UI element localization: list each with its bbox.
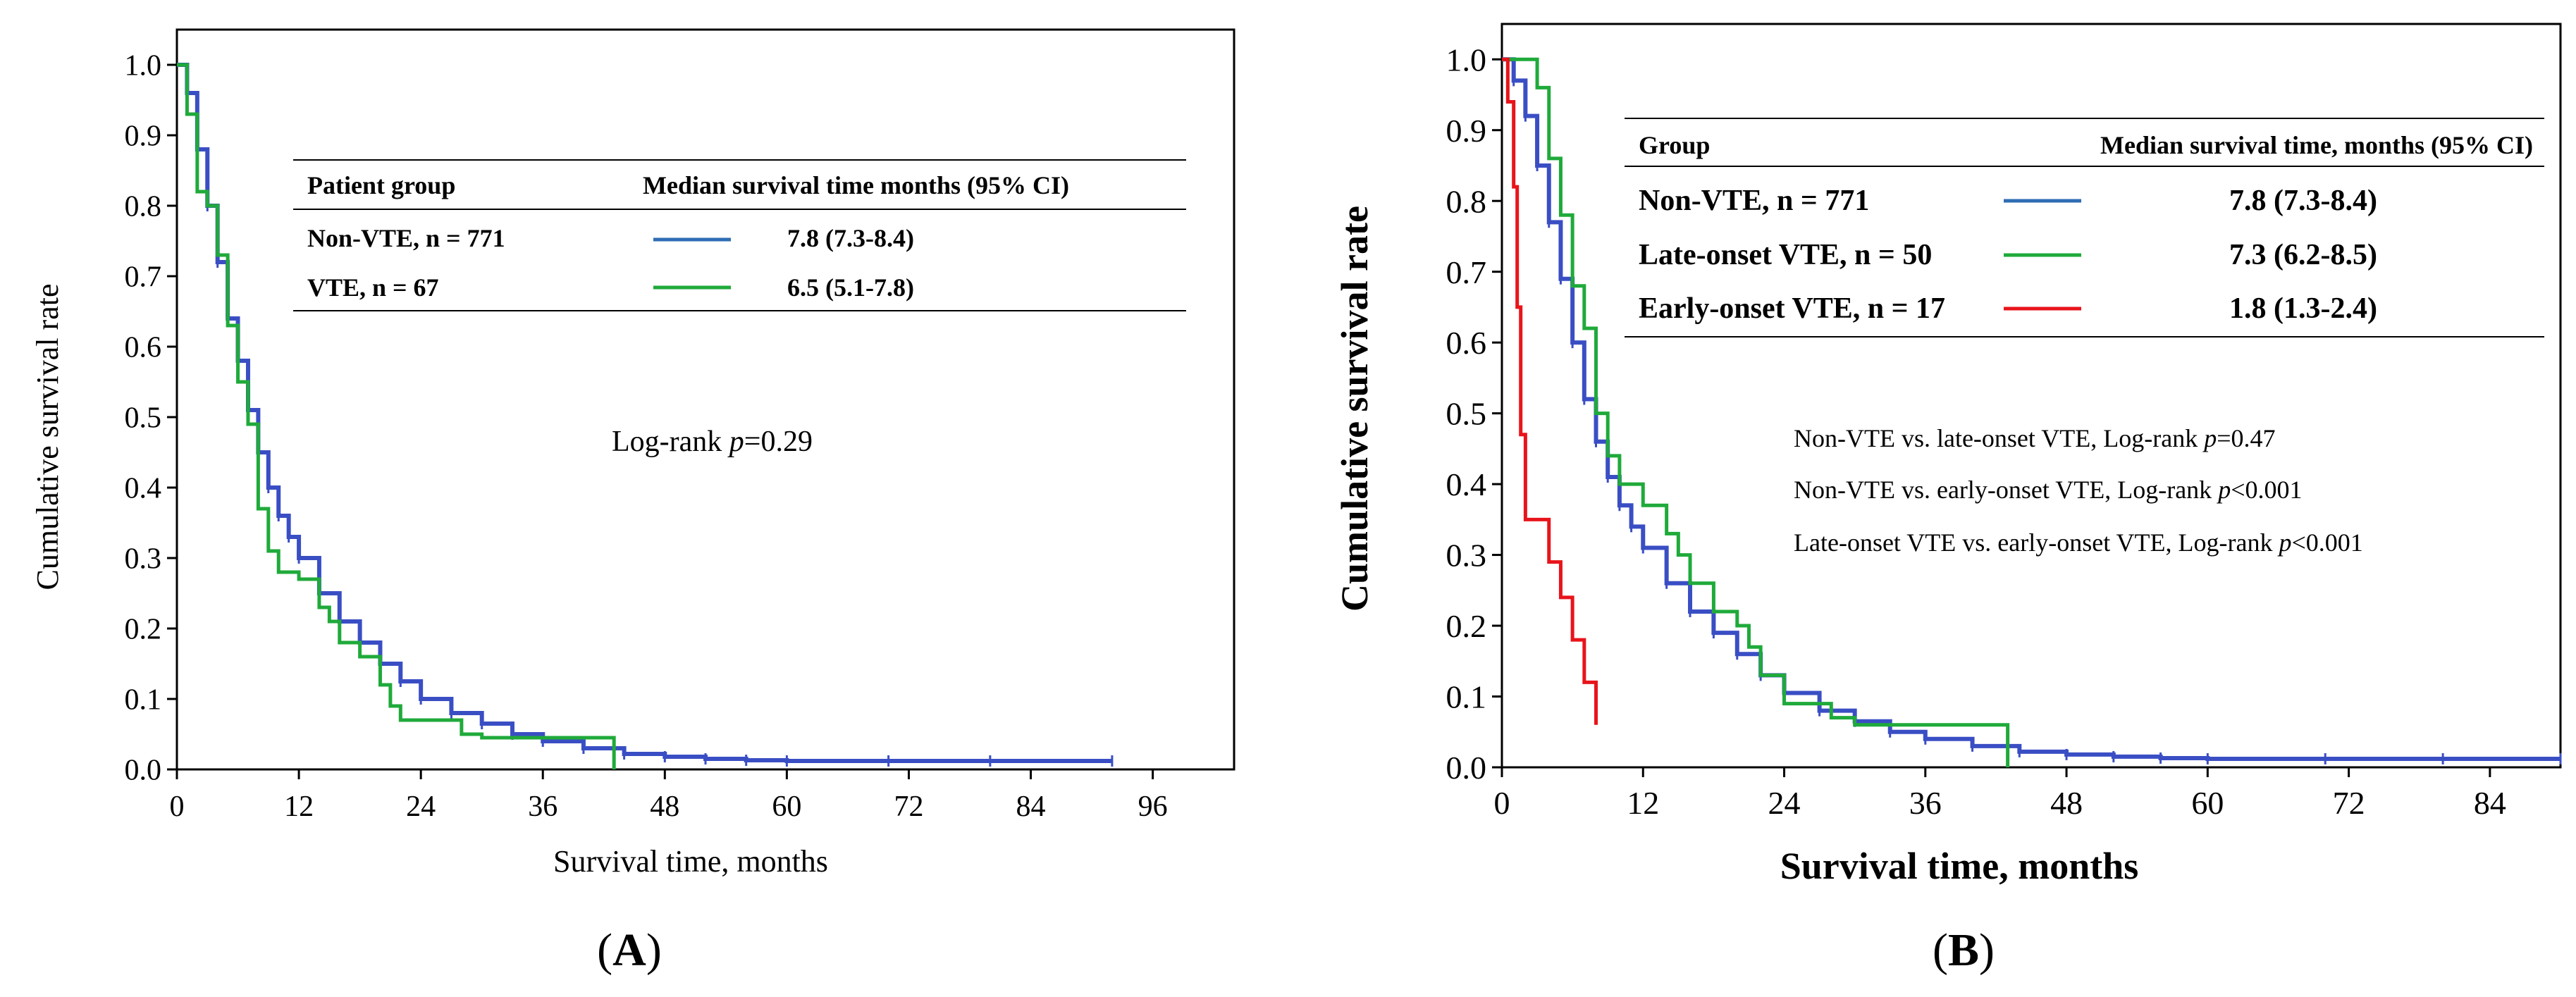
y-tick-label: 0.0 — [1446, 750, 1487, 786]
panel-label-b: (B) — [1933, 924, 1995, 976]
y-tick-label: 0.3 — [125, 543, 162, 576]
km-curve-vte — [177, 63, 616, 769]
chart-a-plot-area — [175, 28, 1235, 771]
x-tick-label: 0 — [1494, 785, 1510, 821]
chart-a-legend: Patient group Median survival time month… — [293, 159, 1186, 311]
y-tick-label: 0.4 — [125, 473, 162, 505]
legend-b-row-label: Late-onset VTE, n = 50 — [1639, 239, 1932, 271]
legend-b-row-median: 7.8 (7.3-8.4) — [2229, 185, 2377, 217]
y-tick-label: 0.9 — [1446, 113, 1487, 149]
x-tick-label: 24 — [1768, 785, 1801, 821]
legend-a-header-group: Patient group — [307, 171, 455, 199]
chart-b-series — [1502, 57, 2562, 767]
x-tick-label: 72 — [894, 791, 923, 823]
y-tick-label: 0.6 — [1446, 325, 1487, 361]
legend-b-row-median: 1.8 (1.3-2.4) — [2229, 292, 2377, 325]
chart-a-x-ticks: 0 12 24 36 48 60 72 84 96 — [170, 769, 1168, 823]
legend-a-row-label: Non-VTE, n = 771 — [307, 224, 505, 252]
legend-b-header-group: Group — [1639, 131, 1710, 159]
chart-a: 0.0 0.1 0.2 0.3 0.4 0.5 0.6 0.7 0.8 0.9 1.0 0 12 24 3… — [30, 28, 1235, 879]
y-tick-label: 0.8 — [1446, 183, 1487, 219]
chart-a-y-axis-label: Cumulative survival rate — [30, 284, 65, 590]
chart-b-y-ticks: 0.0 0.1 0.2 0.3 0.4 0.5 0.6 0.7 0.8 0.9 1.0 — [1446, 42, 1502, 786]
x-tick-label: 48 — [2050, 785, 2083, 821]
chart-a-x-axis-label: Survival time, months — [553, 844, 828, 879]
x-tick-label: 96 — [1138, 791, 1168, 823]
x-tick-label: 72 — [2333, 785, 2365, 821]
y-tick-label: 0.7 — [1446, 254, 1487, 290]
km-curve-late-onset-vte — [1502, 57, 2010, 767]
x-tick-label: 84 — [1016, 791, 1046, 823]
x-tick-label: 36 — [528, 791, 557, 823]
legend-b-row-label: Non-VTE, n = 771 — [1639, 185, 1869, 217]
y-tick-label: 0.7 — [125, 261, 162, 294]
y-tick-label: 1.0 — [1446, 42, 1487, 78]
y-tick-label: 0.1 — [125, 684, 162, 717]
legend-a-row-label: VTE, n = 67 — [307, 273, 439, 302]
chart-a-logrank-annotation: Log-rank p=0.29 — [612, 426, 813, 458]
chart-b-logrank-annotation: Non-VTE vs. early-onset VTE, Log-rank p<… — [1794, 476, 2303, 504]
y-tick-label: 0.6 — [125, 332, 162, 364]
y-tick-label: 0.5 — [1446, 396, 1487, 432]
legend-a-row-median: 6.5 (5.1-7.8) — [787, 273, 914, 302]
y-tick-label: 0.9 — [125, 120, 162, 153]
chart-b-logrank-annotation: Non-VTE vs. late-onset VTE, Log-rank p=0… — [1794, 424, 2276, 452]
y-tick-label: 0.4 — [1446, 466, 1487, 502]
y-tick-label: 0.2 — [1446, 608, 1487, 644]
y-tick-label: 0.1 — [1446, 679, 1487, 715]
y-tick-label: 0.2 — [125, 614, 162, 646]
y-tick-label: 0.5 — [125, 402, 162, 435]
chart-b-x-axis-label: Survival time, months — [1780, 845, 2139, 887]
x-tick-label: 84 — [2474, 785, 2506, 821]
legend-a-header-median: Median survival time months (95% CI) — [643, 171, 1069, 199]
chart-b-logrank-annotation: Late-onset VTE vs. early-onset VTE, Log-… — [1794, 528, 2363, 557]
legend-b-row-label: Early-onset VTE, n = 17 — [1639, 292, 1945, 325]
chart-a-series — [177, 63, 1114, 769]
x-tick-label: 60 — [772, 791, 801, 823]
y-tick-label: 0.0 — [125, 755, 162, 787]
x-tick-label: 24 — [406, 791, 436, 823]
chart-b-x-ticks: 0 12 24 36 48 60 72 84 — [1494, 767, 2506, 821]
chart-b-legend: Group Median survival time, months (95% … — [1625, 118, 2544, 338]
legend-b-row-median: 7.3 (6.2-8.5) — [2229, 239, 2377, 271]
x-tick-label: 48 — [650, 791, 679, 823]
chart-b-y-axis-label: Cumulative survival rate — [1333, 206, 1376, 612]
legend-a-row-median: 7.8 (7.3-8.4) — [787, 224, 914, 252]
x-tick-label: 12 — [1627, 785, 1659, 821]
y-tick-label: 0.8 — [125, 191, 162, 223]
legend-b-header-median: Median survival time, months (95% CI) — [2100, 131, 2533, 159]
chart-b-plot-area — [1500, 23, 2562, 769]
chart-b: 0.0 0.1 0.2 0.3 0.4 0.5 0.6 0.7 0.8 0.9 1.0 0 12 24 3… — [1333, 23, 2562, 887]
y-tick-label: 1.0 — [125, 50, 162, 82]
km-curve-early-onset-vte — [1502, 57, 1598, 725]
x-tick-label: 12 — [284, 791, 314, 823]
y-tick-label: 0.3 — [1446, 538, 1487, 574]
x-tick-label: 0 — [170, 791, 185, 823]
x-tick-label: 60 — [2191, 785, 2224, 821]
chart-a-y-ticks: 0.0 0.1 0.2 0.3 0.4 0.5 0.6 0.7 0.8 0.9 1.0 — [125, 50, 177, 787]
panel-label-a: (A) — [597, 924, 662, 976]
x-tick-label: 36 — [1909, 785, 1942, 821]
